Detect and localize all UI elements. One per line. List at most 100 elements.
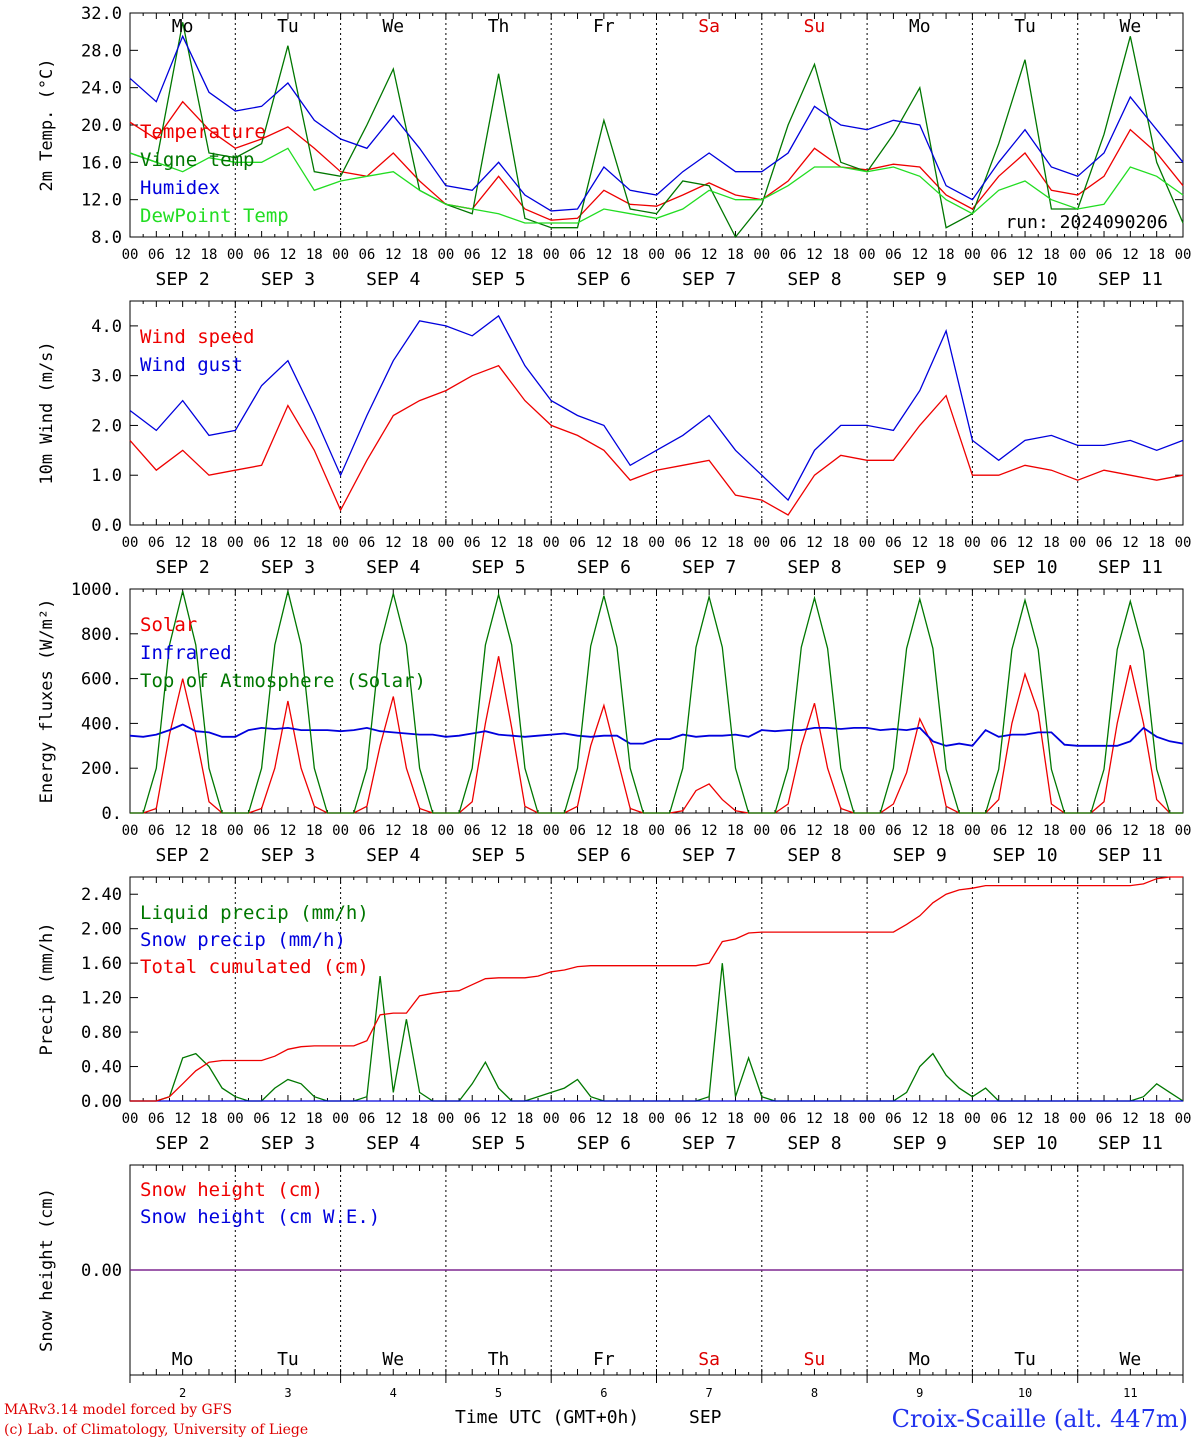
y-tick-label: 1.20 — [81, 989, 122, 1009]
hour-label: 12 — [490, 247, 507, 263]
y-tick-label: 1.0 — [91, 466, 122, 486]
hour-label: 00 — [1175, 823, 1192, 839]
series-line — [129, 100, 1184, 221]
hour-label: 06 — [1096, 247, 1113, 263]
hour-label: 00 — [859, 1111, 876, 1127]
hour-label: 18 — [201, 1111, 218, 1127]
hour-label: 00 — [227, 247, 244, 263]
series-line — [130, 876, 1183, 1102]
hour-label: 12 — [595, 247, 612, 263]
day-number: 9 — [916, 1386, 923, 1400]
hour-label: 18 — [1043, 535, 1060, 551]
hour-label: 06 — [990, 823, 1007, 839]
hour-label: 06 — [885, 1111, 902, 1127]
hour-label: 18 — [1148, 535, 1165, 551]
legend-entry: Solar — [140, 614, 197, 636]
hour-label: 18 — [411, 535, 428, 551]
hour-label: 18 — [516, 247, 533, 263]
hour-label: 12 — [806, 823, 823, 839]
hour-label: 18 — [622, 1111, 639, 1127]
hour-label: 18 — [622, 535, 639, 551]
date-label: SEP 3 — [261, 1133, 315, 1154]
hour-label: 06 — [253, 823, 270, 839]
date-label: SEP 3 — [261, 557, 315, 578]
hour-label: 00 — [122, 247, 139, 263]
hour-label: 06 — [148, 1111, 165, 1127]
hour-label: 12 — [385, 823, 402, 839]
date-label: SEP 3 — [261, 269, 315, 290]
date-label: SEP 9 — [893, 269, 947, 290]
hour-label: 12 — [385, 535, 402, 551]
y-tick-label: 200. — [81, 759, 122, 779]
hour-label: 12 — [1122, 535, 1139, 551]
day-number: 7 — [706, 1386, 713, 1400]
legend-entry: Wind speed — [140, 326, 254, 348]
date-label: SEP 2 — [156, 557, 210, 578]
y-tick-label: 8.0 — [91, 228, 122, 248]
y-tick-label: 24.0 — [81, 79, 122, 99]
day-name: Mo — [909, 1349, 931, 1370]
date-label: SEP 6 — [577, 557, 631, 578]
hour-label: 18 — [938, 1111, 955, 1127]
hour-label: 06 — [674, 823, 691, 839]
day-name: Th — [488, 1349, 510, 1370]
y-axis-label: 2m Temp. (°C) — [37, 58, 57, 191]
hour-label: 06 — [148, 823, 165, 839]
date-label: SEP 10 — [993, 1133, 1058, 1154]
hour-label: 12 — [280, 1111, 297, 1127]
hour-label: 00 — [964, 823, 981, 839]
hour-label: 06 — [464, 1111, 481, 1127]
hour-label: 12 — [280, 535, 297, 551]
date-label: SEP 10 — [993, 845, 1058, 866]
date-label: SEP 9 — [893, 1133, 947, 1154]
date-label: SEP 7 — [682, 1133, 736, 1154]
y-tick-label: 0.80 — [81, 1023, 122, 1043]
y-tick-label: 0.40 — [81, 1058, 122, 1078]
hour-label: 18 — [727, 247, 744, 263]
hour-label: 00 — [1175, 247, 1192, 263]
hour-label: 00 — [437, 535, 454, 551]
hour-label: 12 — [1122, 1111, 1139, 1127]
date-label: SEP 11 — [1098, 269, 1163, 290]
date-label: SEP 7 — [682, 845, 736, 866]
hour-label: 18 — [727, 823, 744, 839]
hour-label: 12 — [385, 247, 402, 263]
hour-label: 18 — [1043, 1111, 1060, 1127]
hour-label: 12 — [701, 823, 718, 839]
hour-label: 00 — [859, 823, 876, 839]
date-label: SEP 8 — [787, 845, 841, 866]
legend-entry: Infrared — [140, 642, 232, 664]
hour-label: 06 — [358, 535, 375, 551]
y-tick-label: 4.0 — [91, 317, 122, 337]
hour-label: 00 — [122, 823, 139, 839]
hour-label: 12 — [385, 1111, 402, 1127]
model-credit: MARv3.14 model forced by GFS — [4, 1402, 232, 1418]
hour-label: 06 — [1096, 823, 1113, 839]
day-name: Mo — [172, 1349, 194, 1370]
hour-label: 12 — [911, 247, 928, 263]
hour-label: 06 — [464, 247, 481, 263]
hour-label: 18 — [938, 535, 955, 551]
hour-label: 06 — [464, 535, 481, 551]
day-name: Fr — [593, 16, 615, 37]
hour-label: 18 — [201, 535, 218, 551]
hour-label: 18 — [1148, 823, 1165, 839]
y-tick-label: 0.0 — [91, 516, 122, 536]
hour-label: 06 — [569, 535, 586, 551]
hour-label: 12 — [280, 823, 297, 839]
legend-entry: DewPoint Temp — [140, 205, 289, 227]
hour-label: 18 — [516, 535, 533, 551]
hour-label: 00 — [1069, 823, 1086, 839]
hour-label: 00 — [648, 535, 665, 551]
date-label: SEP 5 — [471, 1133, 525, 1154]
hour-label: 12 — [911, 1111, 928, 1127]
hour-label: 00 — [648, 823, 665, 839]
day-name: Tu — [1014, 16, 1036, 37]
day-name: Th — [488, 16, 510, 37]
day-name: Fr — [593, 1349, 615, 1370]
hour-label: 18 — [411, 247, 428, 263]
date-label: SEP 4 — [366, 557, 420, 578]
hour-label: 18 — [938, 247, 955, 263]
hour-label: 06 — [674, 1111, 691, 1127]
